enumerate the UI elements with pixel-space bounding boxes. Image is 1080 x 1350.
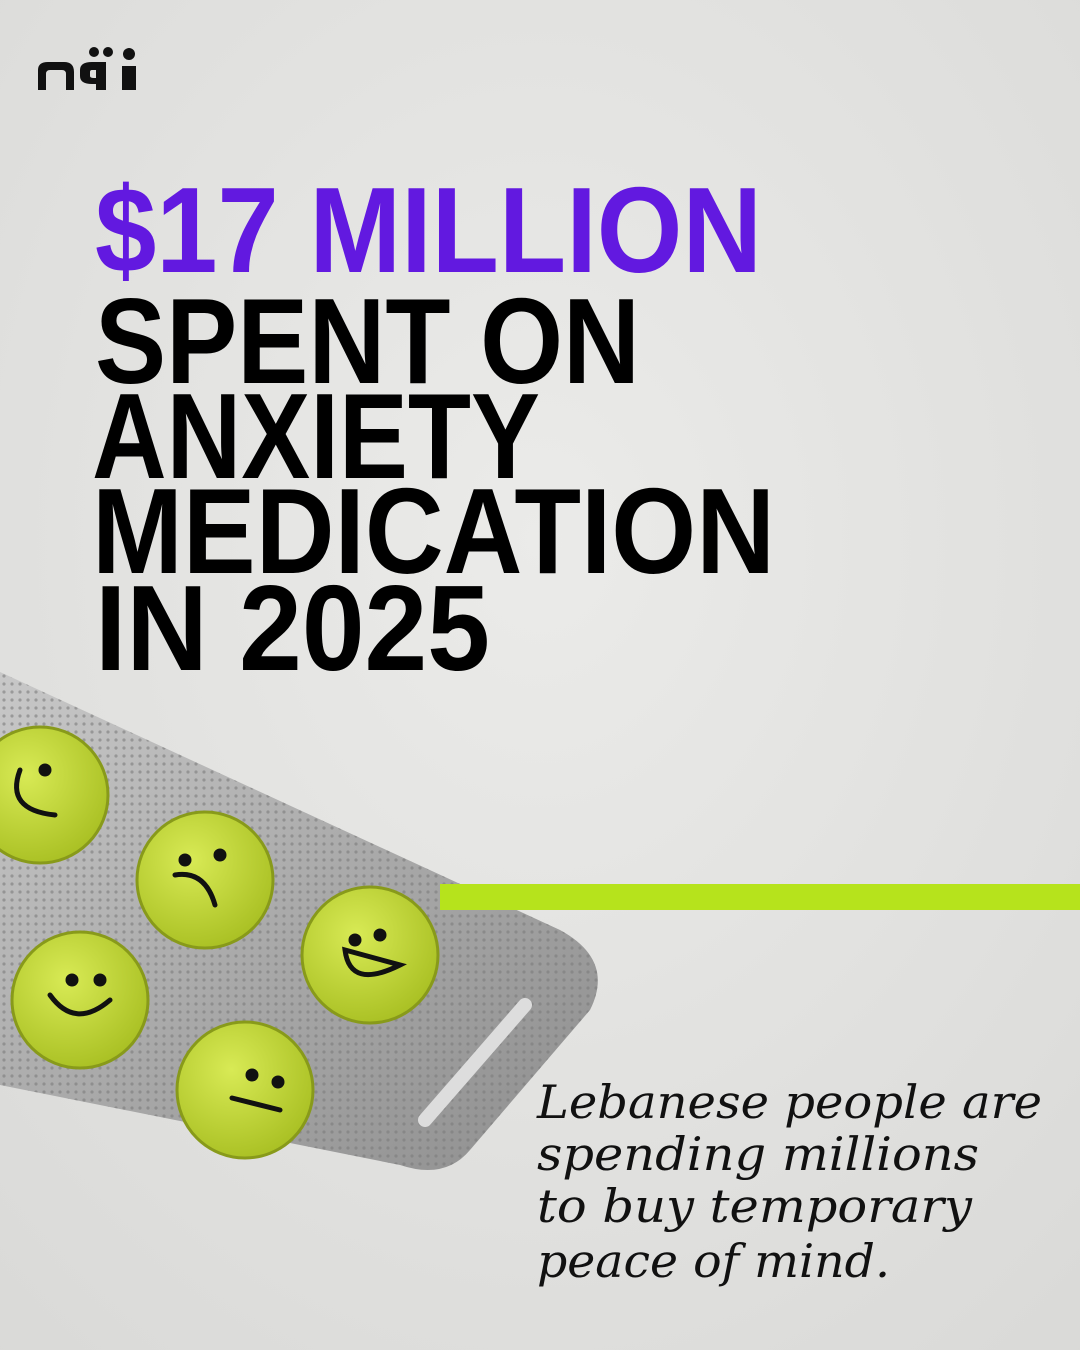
headline-line: MEDICATION: [92, 463, 775, 599]
headline-line: ANXIETY: [92, 368, 540, 504]
headline-line: SPENT ON: [95, 273, 640, 409]
caption-line: to buy temporary: [537, 1179, 973, 1233]
logo: [38, 47, 136, 90]
caption-line: spending millions: [537, 1127, 979, 1181]
headline-line: IN 2025: [95, 560, 490, 696]
blister-pack: [0, 672, 598, 1170]
headline-amount: $17 MILLION: [95, 162, 762, 298]
caption-line: Lebanese people are: [536, 1075, 1042, 1129]
caption-line: peace of mind.: [537, 1234, 890, 1288]
accent-bar: [440, 884, 1080, 910]
